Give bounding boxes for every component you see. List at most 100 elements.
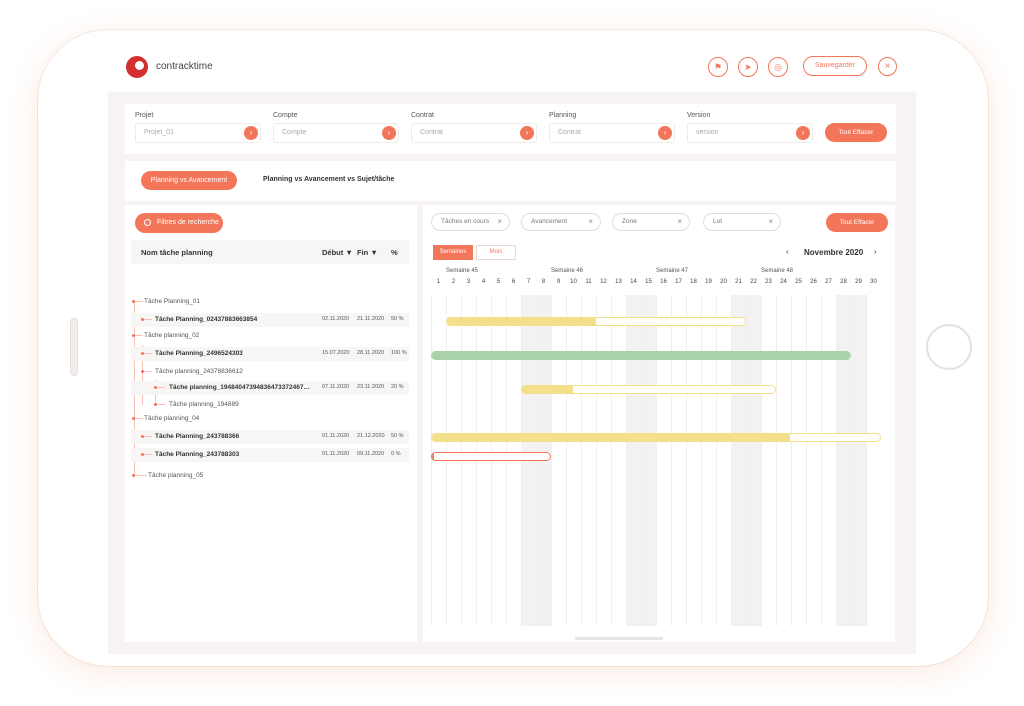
task-pct: 100 % <box>391 350 407 356</box>
projet-select[interactable]: Projet_01 › <box>135 123 261 143</box>
table-row[interactable]: Tâche planning_194889 <box>131 398 409 412</box>
tree-node-icon <box>154 386 157 389</box>
chevron-right-icon[interactable]: › <box>796 126 810 140</box>
task-name: Tâche planning_02 <box>144 332 200 339</box>
close-button[interactable]: × <box>878 57 897 76</box>
day-number: 26 <box>810 279 817 285</box>
filter-chip-avancement[interactable]: Avancement × <box>521 213 601 231</box>
column-name: Nom tâche planning <box>141 248 213 257</box>
tab-planning-avancement[interactable]: Planning vs Avancement <box>141 171 237 190</box>
gantt-bar-start <box>432 453 434 460</box>
table-row[interactable]: Tâche planning_24378836612 <box>131 365 409 379</box>
search-icon <box>144 219 151 226</box>
day-number: 17 <box>675 279 682 285</box>
tablet-side-button <box>70 318 78 376</box>
day-number: 2 <box>451 279 456 285</box>
close-icon: × <box>588 217 593 226</box>
logo-icon <box>126 56 148 78</box>
gantt-bar[interactable] <box>431 452 551 461</box>
week-label: Semaine 46 <box>551 268 584 274</box>
week-label: Semaine 48 <box>761 268 794 274</box>
task-start: 15.07.2020 <box>322 350 350 356</box>
task-name: Tâche planning_194889 <box>169 401 239 408</box>
send-icon[interactable]: ➤ <box>738 57 758 77</box>
day-number: 20 <box>720 279 727 285</box>
day-column <box>866 295 881 626</box>
view-tabs: Planning vs Avancement Planning vs Avanc… <box>125 161 896 201</box>
table-row[interactable]: Tâche planning_04 <box>131 412 409 426</box>
flag-icon[interactable]: ⚑ <box>708 57 728 77</box>
contrat-select[interactable]: Contrat › <box>411 123 537 143</box>
table-row[interactable]: Tâche Planning_2496524303 15.07.2020 28.… <box>131 347 409 361</box>
table-row[interactable]: Tâche Planning_01 <box>131 295 409 309</box>
gantt-bar[interactable] <box>431 351 851 360</box>
day-number: 27 <box>825 279 832 285</box>
day-column <box>716 295 731 626</box>
chevron-right-icon[interactable]: › <box>658 126 672 140</box>
filter-label: Version <box>687 112 711 119</box>
filter-chip-zone[interactable]: Zone × <box>612 213 690 231</box>
close-icon: × <box>677 217 682 226</box>
day-number: 1 <box>436 279 441 285</box>
task-start: 01.11.2020 <box>322 451 350 457</box>
gantt-bar-progress <box>432 434 791 441</box>
week-label: Semaine 47 <box>656 268 689 274</box>
day-column <box>731 295 746 626</box>
day-number: 10 <box>570 279 577 285</box>
task-start: 01.11.2020 <box>322 433 350 439</box>
filter-bar: Projet Projet_01 › Compte Compte › Contrat… <box>125 104 896 154</box>
filter-chip-taches[interactable]: Tâches en cours × <box>431 213 510 231</box>
week-label: Semaine 45 <box>446 268 479 274</box>
day-column <box>746 295 761 626</box>
planning-select[interactable]: Contrat › <box>549 123 675 143</box>
task-name: Tâche planning_05 <box>148 472 204 479</box>
chevron-right-icon[interactable]: › <box>520 126 534 140</box>
tree-node-icon <box>141 453 144 456</box>
filter-chip-lot[interactable]: Lot × <box>703 213 781 231</box>
version-select[interactable]: version › <box>687 123 813 143</box>
globe-icon[interactable]: ◎ <box>768 57 788 77</box>
table-row[interactable]: Tâche Planning_243788303 01.11.2020 09.1… <box>131 448 409 462</box>
day-number: 14 <box>630 279 637 285</box>
task-name: Tâche Planning_243788303 <box>155 451 240 458</box>
compte-placeholder: Compte <box>282 129 307 136</box>
table-row[interactable]: Tâche planning_1948404739483647337246746… <box>131 381 409 395</box>
next-month-icon[interactable]: › <box>874 247 877 256</box>
column-pct: % <box>391 248 398 257</box>
day-number: 7 <box>526 279 531 285</box>
chevron-right-icon[interactable]: › <box>244 126 258 140</box>
day-number: 23 <box>765 279 772 285</box>
tree-node-icon <box>141 435 144 438</box>
compte-select[interactable]: Compte › <box>273 123 399 143</box>
horizontal-scrollbar[interactable] <box>575 637 663 640</box>
table-row[interactable]: Tâche planning_05 <box>131 469 409 483</box>
contrat-placeholder: Contrat <box>420 129 443 136</box>
day-number: 6 <box>511 279 516 285</box>
clear-chips-button[interactable]: Tout Effacer <box>826 213 888 232</box>
view-month-button[interactable]: Mois <box>476 245 516 260</box>
tree-line <box>142 345 143 405</box>
table-row[interactable]: Tâche planning_02 <box>131 329 409 343</box>
day-column <box>611 295 626 626</box>
gantt-bar[interactable] <box>431 433 881 442</box>
tab-planning-avancement-sujet[interactable]: Planning vs Avancement vs Sujet/tâche <box>263 176 395 183</box>
brand-name: contracktime <box>156 61 213 72</box>
search-filters-label: Filtres de recherche <box>157 219 219 226</box>
column-start[interactable]: Début ▼ <box>322 248 353 257</box>
table-row[interactable]: Tâche Planning_02437883663854 02.11.2020… <box>131 313 409 327</box>
clear-filters-button[interactable]: Tout Effacer <box>825 123 887 142</box>
view-weeks-button[interactable]: Semaines <box>433 245 473 260</box>
save-button[interactable]: Sauvegarder <box>803 56 867 76</box>
table-row[interactable]: Tâche Planning_243788366 01.11.2020 21.1… <box>131 430 409 444</box>
search-filters-button[interactable]: Filtres de recherche <box>135 213 223 233</box>
gantt-bar[interactable] <box>521 385 776 394</box>
day-number: 21 <box>735 279 742 285</box>
filter-compte: Compte Compte › <box>273 112 399 143</box>
task-pct: 50 % <box>391 316 404 322</box>
task-table-header: Nom tâche planning Début ▼ Fin ▼ % <box>131 240 409 264</box>
column-end[interactable]: Fin ▼ <box>357 248 378 257</box>
day-number: 19 <box>705 279 712 285</box>
gantt-bar[interactable] <box>446 317 746 326</box>
chevron-right-icon[interactable]: › <box>382 126 396 140</box>
prev-month-icon[interactable]: ‹ <box>786 247 789 256</box>
